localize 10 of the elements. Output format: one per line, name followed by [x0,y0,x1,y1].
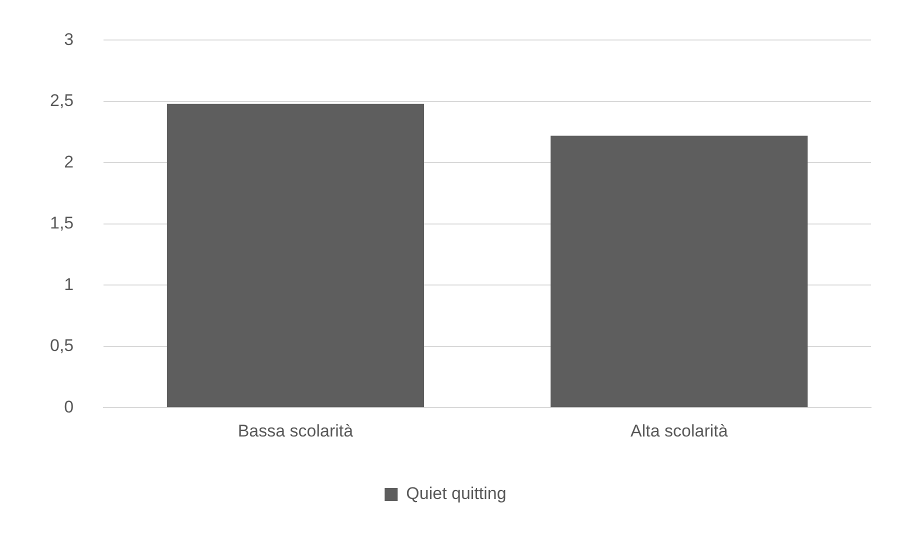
x-tick-label: Alta scolarità [630,421,728,440]
y-tick-label: 1 [64,274,74,294]
legend-label: Quiet quitting [406,484,506,504]
y-tick-label: 0 [64,397,74,416]
y-tick-label: 1,5 [50,214,74,233]
y-tick-label: 2,5 [50,91,74,110]
y-tick-label: 0,5 [50,336,74,356]
y-tick-label: 2 [64,152,74,172]
y-tick-label: 3 [64,30,74,49]
x-tick-label: Bassa scolarità [238,421,354,440]
